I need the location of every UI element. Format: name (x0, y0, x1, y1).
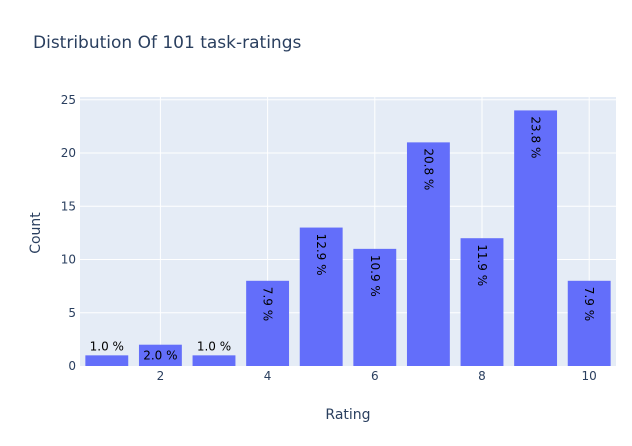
data-label: 12.9 % (314, 234, 328, 276)
data-label: 23.8 % (529, 116, 543, 158)
y-tick-label: 20 (61, 146, 76, 160)
bar (460, 238, 504, 366)
data-label: 20.8 % (421, 148, 435, 190)
data-label: 1.0 % (90, 339, 124, 353)
chart-title: Distribution Of 101 task-ratings (33, 33, 301, 53)
y-tick-labels: 0 5 10 15 20 25 (61, 93, 76, 373)
y-tick-label: 5 (68, 306, 76, 320)
y-tick-label: 25 (61, 93, 76, 107)
bar (567, 280, 611, 366)
y-tick-label: 0 (68, 359, 76, 373)
data-labels: 1.0 % 2.0 % 1.0 % 7.9 % 12.9 % 10.9 % 20.8 % 11… (90, 116, 597, 362)
y-tick-label: 10 (61, 253, 76, 267)
x-tick-label: 4 (264, 369, 272, 383)
bar (353, 248, 397, 366)
data-label: 10.9 % (368, 255, 382, 297)
data-label: 2.0 % (143, 349, 177, 363)
x-tick-labels: 2 4 6 8 10 (157, 369, 597, 383)
data-label: 7.9 % (582, 287, 596, 321)
bar (85, 355, 129, 366)
y-tick-label: 15 (61, 199, 76, 213)
data-label: 7.9 % (261, 287, 275, 321)
x-tick-label: 8 (478, 369, 486, 383)
bars (85, 110, 611, 366)
bar (192, 355, 236, 366)
bar (514, 110, 558, 366)
data-label: 1.0 % (197, 339, 231, 353)
bar (246, 280, 290, 366)
x-tick-label: 2 (157, 369, 165, 383)
bar (406, 142, 450, 366)
bar (299, 227, 343, 366)
data-label: 11.9 % (475, 244, 489, 286)
x-axis-title: Rating (325, 407, 370, 423)
x-tick-label: 6 (371, 369, 379, 383)
y-axis-title: Count (28, 212, 44, 254)
x-tick-label: 10 (582, 369, 597, 383)
bar (138, 344, 182, 366)
